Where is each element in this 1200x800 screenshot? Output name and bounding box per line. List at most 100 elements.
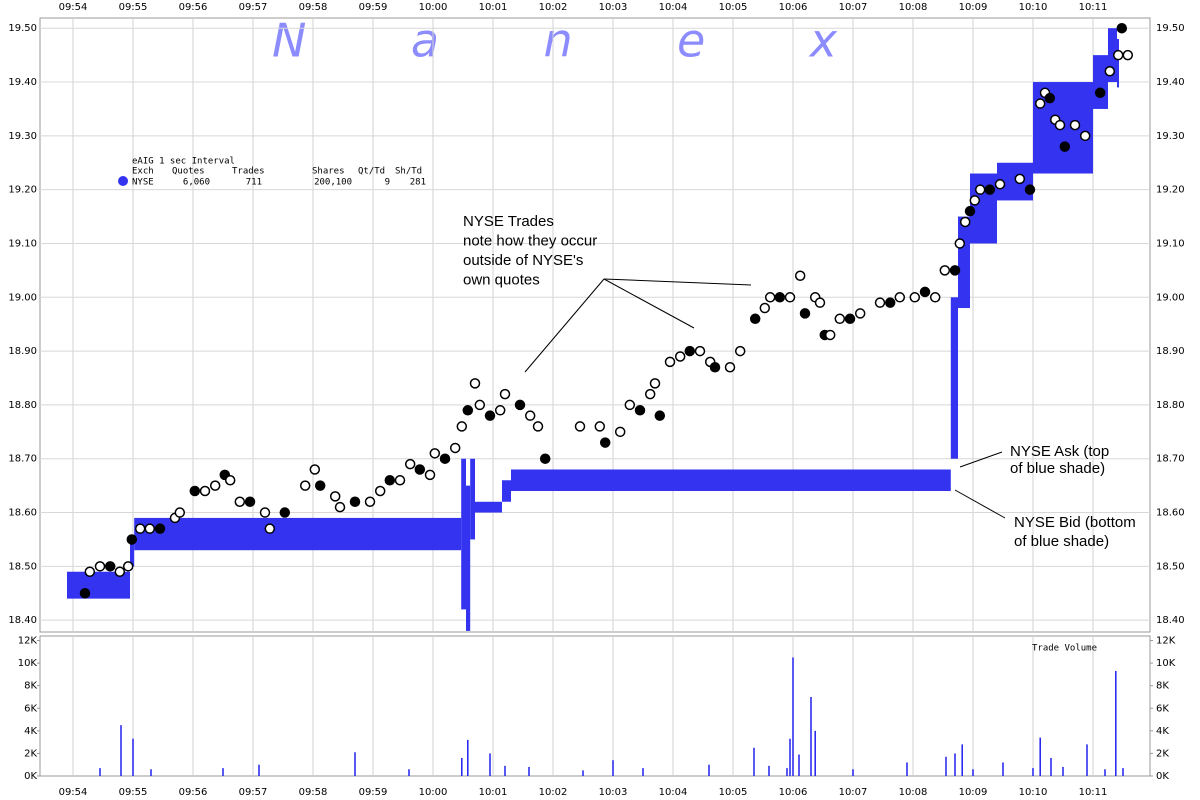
trade-marker	[624, 399, 636, 411]
x-tick-label: 10:06	[779, 787, 808, 798]
trade-marker	[1069, 119, 1081, 131]
trade-marker	[1014, 173, 1026, 185]
trade-marker	[919, 286, 931, 298]
x-tick-label: 10:08	[899, 787, 928, 798]
x-tick-label: 10:01	[479, 787, 508, 798]
legend-header: Quotes	[172, 167, 205, 177]
volume-bar	[798, 754, 800, 776]
volume-bar	[814, 730, 816, 776]
x-tick-label: 09:54	[59, 2, 88, 13]
y-tick-label-left: 18.60	[8, 508, 37, 519]
trade-marker	[234, 496, 246, 508]
annotation-pointer	[603, 278, 752, 286]
trade-marker	[334, 501, 346, 513]
volume-bar	[612, 760, 614, 776]
quote-band	[1117, 38, 1119, 88]
trade-marker	[474, 399, 486, 411]
legend-header: Exch	[132, 167, 154, 177]
trade-marker	[539, 453, 551, 464]
trade-marker	[684, 345, 696, 357]
trade-marker	[329, 491, 341, 502]
volume-bar	[972, 769, 974, 776]
trade-marker	[1116, 22, 1128, 34]
volume-bar	[1086, 744, 1088, 776]
annotation-pointer	[524, 278, 605, 373]
x-tick-label: 10:04	[659, 787, 688, 798]
y-tick-label-right: 6K	[1156, 703, 1169, 714]
volume-bar	[753, 747, 755, 776]
annotation: own quotes	[463, 271, 540, 288]
trade-marker	[114, 566, 126, 577]
trade-marker	[264, 523, 276, 534]
trade-marker	[814, 297, 826, 308]
trade-marker	[949, 265, 961, 276]
y-tick-label-left: 18.70	[8, 454, 37, 465]
volume-bar	[99, 768, 101, 776]
y-tick-label-left: 19.20	[8, 185, 37, 196]
y-tick-label-left: 19.10	[8, 238, 37, 249]
trade-marker	[314, 480, 326, 491]
volume-bar	[852, 769, 854, 776]
y-tick-label-right: 18.50	[1156, 561, 1185, 572]
trade-marker	[909, 292, 921, 303]
quote-band	[502, 480, 511, 502]
trade-marker	[514, 399, 526, 411]
trade-marker	[299, 480, 311, 491]
volume-bar	[961, 744, 963, 776]
x-tick-label: 10:04	[659, 2, 688, 13]
volume-bar	[708, 764, 710, 776]
y-tick-label-left: 19.30	[8, 131, 37, 142]
volume-bar	[810, 696, 812, 776]
quote-band	[958, 216, 970, 309]
volume-bar	[461, 757, 463, 776]
trade-marker	[759, 302, 771, 314]
volume-bar	[504, 765, 506, 776]
trade-marker	[824, 329, 836, 341]
legend-cell: NYSE	[132, 178, 154, 188]
trade-marker	[749, 313, 761, 325]
y-tick-label-left: 18.90	[8, 346, 37, 357]
trade-marker	[1112, 49, 1124, 61]
trade-marker	[774, 292, 786, 303]
y-tick-label-right: 19.00	[1156, 292, 1185, 303]
annotation: of blue shade)	[1010, 460, 1105, 477]
trade-marker	[209, 480, 221, 491]
trade-marker	[1059, 141, 1071, 152]
volume-bar	[354, 752, 356, 776]
y-tick-label-left: 4K	[24, 726, 37, 737]
trade-marker	[79, 588, 91, 599]
y-tick-label-right: 4K	[1156, 726, 1169, 737]
trade-marker	[1104, 66, 1116, 77]
quote-band	[511, 469, 951, 492]
trade-marker	[799, 308, 811, 319]
y-tick-label-right: 2K	[1156, 748, 1169, 759]
trade-marker	[969, 195, 981, 206]
quote-band	[130, 539, 135, 567]
y-tick-label-right: 18.80	[1156, 400, 1185, 411]
legend-cell: 711	[246, 178, 262, 188]
trade-marker	[174, 507, 186, 518]
trade-marker	[654, 410, 666, 421]
trade-marker	[694, 345, 706, 357]
x-tick-label: 10:08	[899, 2, 928, 13]
quote-band	[134, 517, 462, 551]
y-tick-label-left: 18.50	[8, 561, 37, 572]
quote-band	[1093, 55, 1108, 109]
x-tick-label: 09:55	[119, 2, 148, 13]
volume-bar	[467, 739, 469, 776]
y-tick-label-left: 8K	[24, 681, 37, 692]
y-tick-label-right: 18.40	[1156, 615, 1185, 626]
x-tick-label: 10:05	[719, 2, 748, 13]
quote-band	[1108, 28, 1117, 83]
trade-marker	[614, 426, 626, 438]
volume-bar	[120, 725, 122, 776]
trade-marker	[144, 523, 156, 534]
y-tick-label-left: 19.00	[8, 292, 37, 303]
trade-marker	[456, 421, 468, 432]
volume-bar	[1122, 768, 1124, 776]
annotation-pointer	[959, 451, 1003, 468]
quote-band	[950, 297, 958, 459]
y-tick-label-left: 19.40	[8, 77, 37, 88]
